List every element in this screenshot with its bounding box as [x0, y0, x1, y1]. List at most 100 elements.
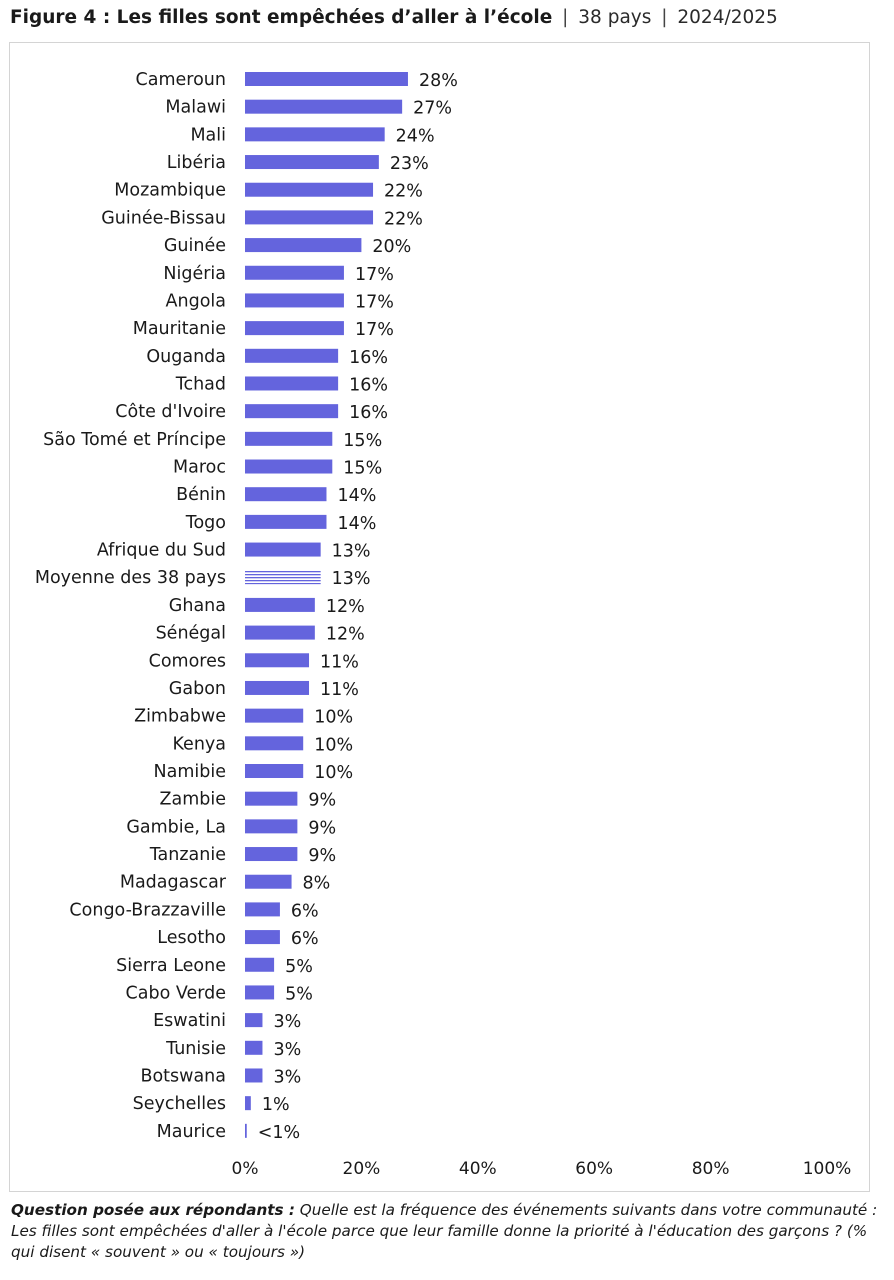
bar: [245, 874, 292, 889]
category-label: Tchad: [175, 374, 226, 394]
category-label: Nigéria: [163, 264, 226, 284]
figure-header: Figure 4 : Les filles sont empêchées d’a…: [10, 7, 778, 28]
category-label: Gabon: [169, 679, 226, 699]
bar: [245, 653, 310, 668]
bar: [245, 708, 304, 723]
value-label: 11%: [320, 680, 359, 700]
figure-title: Figure 4 : Les filles sont empêchées d’a…: [10, 7, 553, 28]
category-label: Sierra Leone: [116, 956, 226, 976]
category-label: Eswatini: [153, 1011, 226, 1031]
category-label: Namibie: [154, 762, 226, 782]
category-label: Mauritanie: [133, 319, 226, 339]
value-label: 17%: [355, 320, 394, 340]
category-label: Congo-Brazzaville: [69, 900, 226, 920]
category-label: Malawi: [165, 98, 226, 118]
bar: [245, 764, 304, 778]
category-label: Ghana: [169, 596, 226, 616]
category-label: Mozambique: [114, 181, 226, 201]
bar: [245, 238, 362, 253]
category-label: Botswana: [140, 1066, 226, 1086]
category-label: Libéria: [167, 153, 226, 173]
bar: [245, 431, 333, 446]
value-label: <1%: [258, 1123, 300, 1143]
value-label: 9%: [308, 818, 336, 838]
x-tick-label: 0%: [232, 1159, 259, 1179]
category-label: Tunisie: [165, 1039, 226, 1059]
value-label: 15%: [343, 431, 382, 451]
value-label: 16%: [349, 348, 388, 368]
value-label: 8%: [303, 874, 331, 894]
value-label: 28%: [419, 71, 458, 91]
bar: [245, 985, 275, 1000]
value-label: 5%: [285, 984, 313, 1004]
value-label: 12%: [326, 625, 365, 645]
bar: [245, 1096, 251, 1111]
value-label: 3%: [273, 1040, 301, 1060]
value-label: 14%: [337, 514, 376, 534]
category-label: Moyenne des 38 pays: [35, 568, 226, 588]
value-label: 10%: [314, 708, 353, 728]
bar: [245, 902, 280, 917]
bar: [245, 155, 379, 170]
category-label: Angola: [166, 291, 226, 311]
category-label: Madagascar: [120, 873, 227, 893]
value-label: 6%: [291, 901, 319, 921]
category-label: Bénin: [176, 485, 226, 505]
bar: [245, 930, 280, 945]
x-tick-label: 20%: [343, 1159, 381, 1179]
value-label: 23%: [390, 154, 429, 174]
question-note: Question posée aux répondants : Quelle e…: [11, 1200, 881, 1263]
bar: [245, 404, 339, 419]
value-label: 9%: [308, 791, 336, 811]
category-label: Comores: [149, 651, 226, 671]
x-tick-label: 80%: [692, 1159, 730, 1179]
category-label: Cameroun: [136, 70, 226, 90]
bar: [245, 487, 327, 502]
question-text: Quelle est la fréquence des événements s…: [11, 1201, 878, 1261]
question-label: Question posée aux répondants :: [11, 1201, 295, 1219]
bar: [245, 348, 339, 363]
bar: [245, 459, 333, 474]
value-label: 16%: [349, 375, 388, 395]
bar: [245, 819, 298, 834]
country-count: 38 pays: [578, 7, 652, 28]
bar: [245, 1013, 263, 1028]
bar: [245, 1040, 263, 1055]
bar: [245, 791, 298, 806]
bar: [245, 1068, 263, 1083]
category-label: Tanzanie: [149, 845, 226, 865]
value-label: 27%: [413, 99, 452, 119]
x-tick-label: 40%: [459, 1159, 497, 1179]
bar: [245, 680, 310, 695]
bar: [245, 293, 344, 308]
value-label: 3%: [273, 1067, 301, 1087]
value-label: 9%: [308, 846, 336, 866]
bar: [245, 72, 408, 86]
value-label: 11%: [320, 652, 359, 672]
bar: [245, 376, 339, 391]
category-label: Sénégal: [156, 624, 226, 644]
category-label: Togo: [185, 513, 226, 533]
value-label: 14%: [337, 486, 376, 506]
bar: [245, 99, 403, 114]
category-label: Maurice: [157, 1122, 226, 1142]
bar: [245, 597, 315, 612]
category-label: São Tomé et Príncipe: [43, 430, 226, 450]
value-label: 24%: [396, 126, 435, 146]
value-label: 20%: [372, 237, 411, 257]
bar: [245, 127, 385, 142]
category-label: Gambie, La: [126, 817, 226, 837]
value-label: 22%: [384, 209, 423, 229]
value-label: 17%: [355, 292, 394, 312]
chart-panel: Cameroun 28% Malawi 27% Mali 24% Libéria 23% Moz…: [9, 42, 870, 1192]
category-label: Kenya: [172, 734, 226, 754]
category-label: Guinée-Bissau: [101, 208, 226, 228]
value-label: 15%: [343, 459, 382, 479]
category-label: Côte d'Ivoire: [115, 402, 226, 422]
category-label: Seychelles: [133, 1094, 226, 1114]
bar-chart: Cameroun 28% Malawi 27% Mali 24% Libéria 23% Moz…: [35, 70, 851, 1179]
header-separator: |: [661, 7, 668, 28]
value-label: 22%: [384, 182, 423, 202]
value-label: 3%: [273, 1012, 301, 1032]
value-label: 13%: [332, 542, 371, 562]
